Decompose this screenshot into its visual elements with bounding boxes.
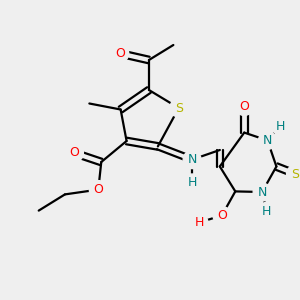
Text: H: H	[276, 119, 285, 133]
Circle shape	[111, 44, 129, 62]
Text: N: N	[188, 153, 197, 166]
Text: O: O	[70, 146, 80, 160]
Circle shape	[190, 214, 208, 232]
Text: S: S	[292, 167, 299, 181]
Circle shape	[235, 98, 253, 116]
Circle shape	[272, 117, 290, 135]
Circle shape	[286, 165, 300, 183]
Text: N: N	[257, 185, 267, 199]
Text: O: O	[217, 209, 227, 222]
Circle shape	[213, 206, 231, 224]
Circle shape	[89, 181, 107, 199]
Text: H: H	[188, 176, 197, 190]
Circle shape	[183, 151, 201, 169]
Text: H: H	[262, 205, 271, 218]
Circle shape	[183, 174, 201, 192]
Text: O: O	[93, 183, 103, 196]
Text: S: S	[175, 101, 183, 115]
Text: O: O	[239, 100, 249, 113]
Circle shape	[258, 202, 275, 220]
Circle shape	[259, 131, 276, 149]
Circle shape	[65, 144, 83, 162]
Text: N: N	[263, 134, 272, 147]
Circle shape	[253, 183, 271, 201]
Text: H: H	[194, 216, 204, 229]
Circle shape	[170, 99, 188, 117]
Text: O: O	[115, 47, 125, 60]
